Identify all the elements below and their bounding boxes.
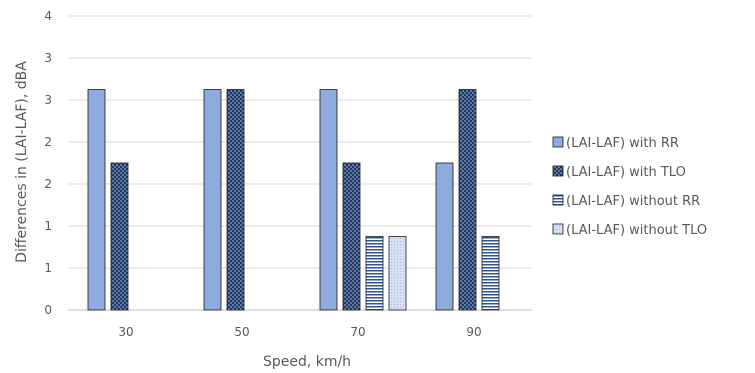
bar-2-30 [110,162,129,311]
bar-1-90 [435,162,454,311]
legend-swatch [552,136,564,148]
x-axis-title: Speed, km/h [263,354,351,370]
bar-3-90 [481,236,500,311]
legend-label: (LAI-LAF) without TLO [566,223,707,238]
y-axis-ticks: 0 1 1 2 2 3 3 4 [44,9,52,317]
y-tick-label: 4 [44,9,52,23]
legend-label: (LAI-LAF) with TLO [566,165,686,180]
legend-label: (LAI-LAF) without RR [566,194,700,209]
bar-1-50 [203,89,222,311]
bar-4-70 [388,236,407,311]
x-tick-label: 70 [350,325,365,339]
x-tick-label: 50 [234,325,249,339]
y-tick-label: 2 [44,177,52,191]
bar-3-70 [365,236,384,311]
bar-1-30 [87,89,106,311]
legend-swatch [552,223,564,235]
legend-label: (LAI-LAF) with RR [566,136,679,151]
x-tick-label: 90 [466,325,481,339]
x-axis-ticks: 30 50 70 90 [118,325,481,339]
bar-2-70 [342,162,361,311]
bar-1-70 [319,89,338,311]
y-tick-label: 3 [44,93,52,107]
y-axis-title: Differences in (LAI-LAF), dBA [14,61,30,263]
gridlines [68,15,532,311]
y-tick-label: 1 [44,261,52,275]
legend: (LAI-LAF) with RR (LAI-LAF) with TLO (LAI-… [552,136,707,238]
legend-swatch [552,165,564,177]
y-tick-label: 1 [44,219,52,233]
y-tick-label: 0 [44,303,52,317]
y-tick-label: 3 [44,51,52,65]
bar-2-50 [226,89,245,311]
bars [87,89,500,311]
x-tick-label: 30 [118,325,133,339]
bar-2-90 [458,89,477,311]
y-tick-label: 2 [44,135,52,149]
legend-swatch [552,194,564,206]
